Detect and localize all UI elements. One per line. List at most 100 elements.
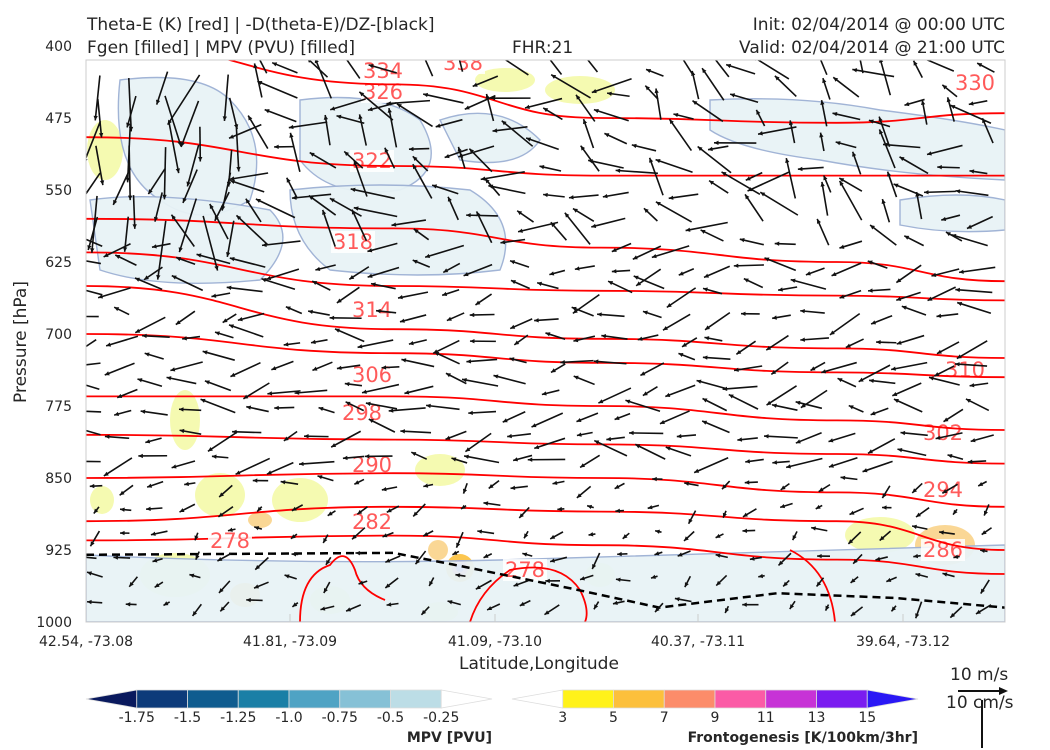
wind-vector-head (177, 141, 182, 147)
wind-vector-head (345, 401, 351, 406)
wind-vector (86, 384, 100, 391)
wind-vector-head (696, 379, 702, 384)
wind-vector-head (597, 312, 602, 317)
y-tick-label: 550 (45, 183, 72, 199)
fgen-colorbar-title: Frontogenesis [K/100km/3hr] (688, 730, 918, 746)
wind-vector-head (764, 257, 770, 262)
wind-vector (368, 418, 396, 433)
wind-vector-head (335, 43, 339, 48)
wind-vector-head (398, 295, 403, 300)
wind-vector (86, 238, 103, 248)
wind-vector (424, 244, 465, 259)
wind-vector (858, 364, 891, 383)
x-tick-label: 39.64, -73.12 (856, 634, 950, 650)
wind-vector-head (367, 107, 373, 112)
wind-vector-head (170, 367, 176, 372)
wind-vector-head (382, 533, 388, 538)
wind-vector-head (614, 415, 620, 420)
wind-vector-head (219, 492, 224, 497)
wind-vector-head (778, 560, 784, 566)
wind-vector-head (849, 510, 855, 515)
wind-vector-head (684, 536, 689, 541)
wind-vector-head (611, 247, 617, 252)
wind-vector-head (631, 143, 637, 149)
wind-vector-head (614, 484, 620, 489)
wind-vector-head (742, 528, 748, 533)
wind-vector-head (274, 405, 279, 411)
wind-vector-head (867, 260, 873, 265)
wind-vector-head (226, 285, 232, 290)
wind-vector-head (138, 453, 143, 459)
wind-vector (685, 221, 728, 232)
wind-vector-head (266, 470, 272, 475)
wind-vector-head (953, 554, 959, 559)
wind-vector-head (423, 483, 429, 488)
wind-vector-head (655, 529, 660, 534)
wind-vector-head (612, 600, 618, 605)
wind-vector-head (425, 253, 431, 259)
wind-vector (350, 188, 395, 200)
wind-vector (86, 362, 101, 366)
mpv-region (709, 98, 1005, 181)
wind-vector (733, 264, 764, 267)
wind-vector-head (734, 367, 739, 372)
wind-vector (266, 461, 294, 475)
wind-vector-head (461, 504, 466, 509)
wind-vector (412, 163, 433, 199)
wind-vector (951, 233, 988, 247)
wind-vector-head (876, 340, 881, 345)
wind-vector-head (103, 471, 109, 476)
wind-vector-head (156, 274, 161, 280)
wind-vector-head (816, 581, 822, 587)
wind-vector-head (267, 391, 273, 396)
wind-vector (703, 265, 731, 279)
wind-vector-head (346, 607, 352, 612)
wind-vector-head (602, 193, 608, 199)
colorbar-tick-label: 7 (660, 710, 669, 726)
wind-vector-head (811, 526, 817, 531)
wind-vector (307, 60, 329, 78)
wind-vector-head (772, 460, 778, 465)
wind-vector (493, 374, 526, 385)
wind-vector (744, 193, 764, 222)
wind-vector (432, 339, 460, 355)
wind-vector (691, 70, 700, 100)
colorbar-segment (440, 689, 493, 709)
wind-vector (142, 334, 170, 338)
wind-vector-head (358, 580, 364, 585)
wind-vector-head (871, 320, 877, 325)
wind-vector-head (916, 55, 921, 59)
y-axis-title: Pressure [hPa] (11, 281, 31, 403)
wind-vector-head (325, 559, 331, 565)
fill-blob (845, 517, 915, 553)
wind-vector-head (822, 78, 827, 84)
wind-vector-head (837, 378, 843, 383)
wind-vector-head (386, 602, 392, 607)
wind-vector-head (969, 383, 975, 388)
wind-vector-head (766, 400, 772, 406)
wind-vector-head (662, 326, 668, 331)
wind-vector-head (935, 435, 941, 440)
wind-vector (747, 171, 790, 192)
theta-e-label-294: 294 (923, 478, 963, 502)
wind-vector-head (857, 51, 861, 56)
wind-vector (466, 214, 498, 217)
wind-vector (401, 358, 435, 368)
wind-vector-head (171, 275, 177, 280)
wind-vector-head (218, 512, 224, 517)
wind-vector-head (772, 403, 777, 408)
wind-vector-head (288, 124, 294, 130)
wind-vector-head (582, 119, 588, 125)
wind-vector-head (214, 331, 220, 336)
wind-vector-head (771, 369, 777, 375)
wind-vector (388, 107, 398, 148)
colorbar-tick-label: 13 (808, 710, 826, 726)
wind-vector-head (882, 493, 887, 499)
wind-vector-head (451, 457, 457, 462)
wind-vector (357, 339, 394, 349)
wind-vector-head (351, 209, 356, 215)
wind-vector-head (969, 169, 975, 174)
wind-vector-head (261, 278, 267, 283)
wind-vector-head (828, 463, 834, 468)
wind-vector (956, 301, 992, 315)
